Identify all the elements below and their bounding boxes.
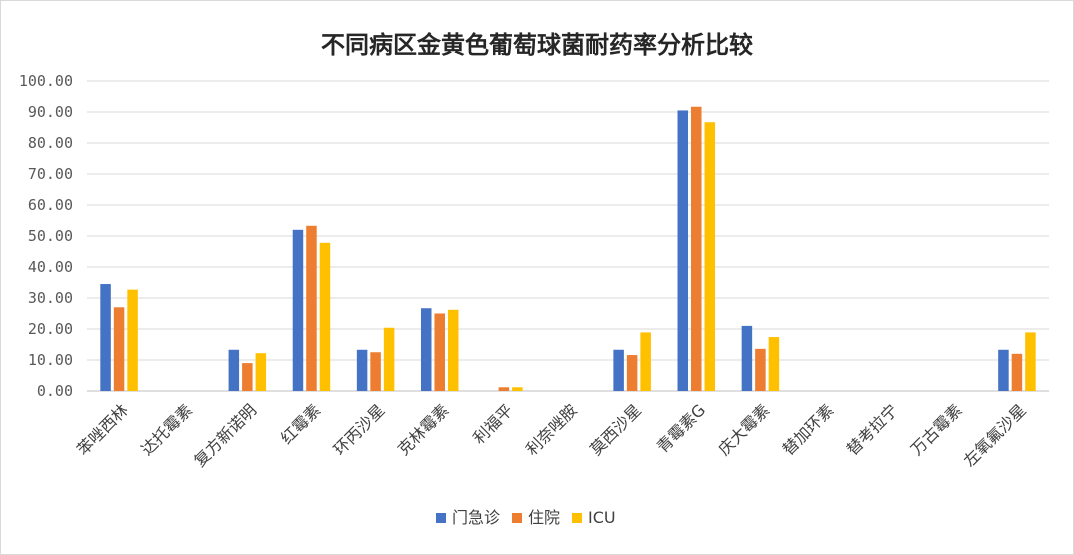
chart-title: 不同病区金黄色葡萄球菌耐药率分析比较: [321, 31, 753, 59]
x-tick-label: 庆大霉素: [715, 400, 774, 459]
y-axis-ticks: 0.00 10.00 20.00 30.00 40.00 50.00 60.00 70.00 8…: [19, 72, 73, 400]
bar: [768, 337, 780, 391]
bar: [292, 229, 304, 391]
y-tick-label: 90.00: [28, 103, 73, 121]
bar: [626, 355, 638, 391]
legend-swatch: [436, 513, 446, 523]
x-tick-label: 万古霉素: [907, 400, 966, 459]
bar: [998, 349, 1009, 391]
x-tick-label: 青霉素G: [653, 400, 709, 456]
bar: [306, 225, 317, 391]
bar: [1025, 332, 1036, 391]
legend: 门急诊 住院 ICU: [436, 508, 616, 527]
y-tick-label: 40.00: [28, 258, 73, 276]
x-tick-label: 红霉素: [277, 400, 324, 447]
bar: [755, 348, 766, 391]
bar: [370, 352, 381, 391]
bar: [704, 122, 716, 391]
legend-swatch: [572, 513, 582, 523]
bar: [512, 387, 523, 391]
y-tick-label: 30.00: [28, 289, 73, 307]
bar: [255, 353, 267, 391]
legend-swatch: [512, 513, 522, 523]
gridlines: [87, 80, 1049, 392]
bar: [242, 363, 253, 391]
bar: [434, 313, 445, 391]
x-tick-label: 苯唑西林: [73, 400, 132, 459]
x-tick-label: 环丙沙星: [330, 400, 389, 459]
bar: [420, 308, 432, 391]
bar: [613, 349, 624, 391]
y-tick-label: 10.00: [28, 351, 73, 369]
x-tick-label: 达托霉素: [137, 400, 196, 459]
y-tick-label: 50.00: [28, 227, 73, 245]
x-tick-label: 利奈唑胺: [522, 400, 581, 459]
bar: [741, 325, 753, 391]
y-tick-label: 100.00: [19, 72, 73, 90]
y-tick-label: 0.00: [37, 382, 73, 400]
bar: [100, 284, 111, 391]
y-tick-label: 80.00: [28, 134, 73, 152]
bar: [319, 242, 331, 391]
y-tick-label: 70.00: [28, 165, 73, 183]
bar: [383, 327, 395, 391]
bar: [127, 289, 138, 391]
x-tick-label: 克林霉素: [394, 400, 453, 459]
bar: [640, 332, 651, 391]
bar: [113, 307, 125, 391]
bar: [1011, 353, 1023, 391]
x-tick-label: 替加环素: [779, 400, 838, 459]
bar: [677, 110, 689, 391]
x-tick-label: 利福平: [469, 400, 516, 447]
bar: [691, 106, 702, 391]
legend-label: 住院: [528, 508, 560, 527]
bar: [356, 349, 368, 391]
legend-label: ICU: [588, 508, 616, 527]
y-tick-label: 60.00: [28, 196, 73, 214]
y-tick-label: 20.00: [28, 320, 73, 338]
bar: [498, 387, 510, 391]
x-tick-label: 莫西沙星: [586, 400, 645, 459]
x-tick-label: 左氧氟沙星: [960, 400, 1030, 470]
bar: [447, 309, 459, 391]
x-tick-label: 复方新诺明: [190, 400, 260, 470]
x-tick-label: 替考拉宁: [843, 400, 902, 459]
bar: [228, 349, 240, 391]
legend-label: 门急诊: [452, 508, 500, 527]
bars: [100, 106, 1036, 391]
